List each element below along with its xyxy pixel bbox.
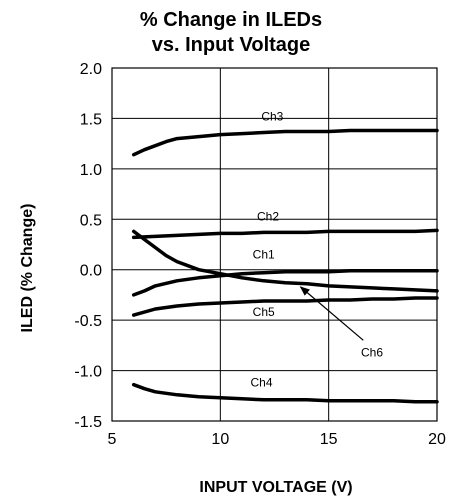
x-tick-label: 20	[428, 431, 446, 448]
y-tick-label: 1.0	[80, 162, 102, 179]
series-line-ch2	[131, 228, 439, 240]
series-line-ch4	[131, 382, 439, 404]
series-label-ch3: Ch3	[261, 109, 283, 123]
series-line-ch1	[131, 268, 439, 297]
x-tick-labels: 5 10 15 20	[108, 431, 446, 448]
chart-title-line-1: % Change in ILEDs	[140, 9, 322, 31]
annotations: Ch3 Ch2 Ch1 Ch5 Ch6 Ch4	[250, 109, 383, 389]
series-label-ch6: Ch6	[361, 345, 383, 359]
series-label-ch5: Ch5	[253, 305, 275, 319]
x-axis-label: INPUT VOLTAGE (V)	[199, 479, 352, 496]
series-label-ch4: Ch4	[250, 376, 272, 390]
y-tick-label: 2.0	[80, 61, 102, 78]
x-tick-label: 5	[108, 431, 117, 448]
y-tick-label: 1.5	[80, 111, 102, 128]
series-label-ch1: Ch1	[253, 248, 275, 262]
y-tick-label: 0.5	[80, 212, 102, 229]
series-line-ch6	[131, 229, 439, 293]
y-tick-label: -0.5	[74, 313, 102, 330]
x-tick-label: 15	[320, 431, 338, 448]
chart-title-line-2: vs. Input Voltage	[152, 34, 311, 56]
y-tick-labels: 2.0 1.5 1.0 0.5 0.0 -0.5 -1.0 -1.5	[74, 61, 102, 431]
y-axis-label: ILED (% Change)	[19, 204, 36, 333]
x-tick-label: 10	[211, 431, 229, 448]
y-tick-label: -1.0	[74, 364, 102, 381]
series-lines	[131, 128, 439, 404]
plot-frame	[111, 67, 438, 422]
series-label-ch2: Ch2	[257, 209, 279, 223]
ch6-pointer-arrow	[299, 286, 364, 341]
y-tick-label: 0.0	[80, 263, 102, 280]
y-tick-label: -1.5	[74, 414, 102, 431]
series-line-ch5	[131, 296, 439, 317]
series-line-ch3	[131, 128, 439, 157]
